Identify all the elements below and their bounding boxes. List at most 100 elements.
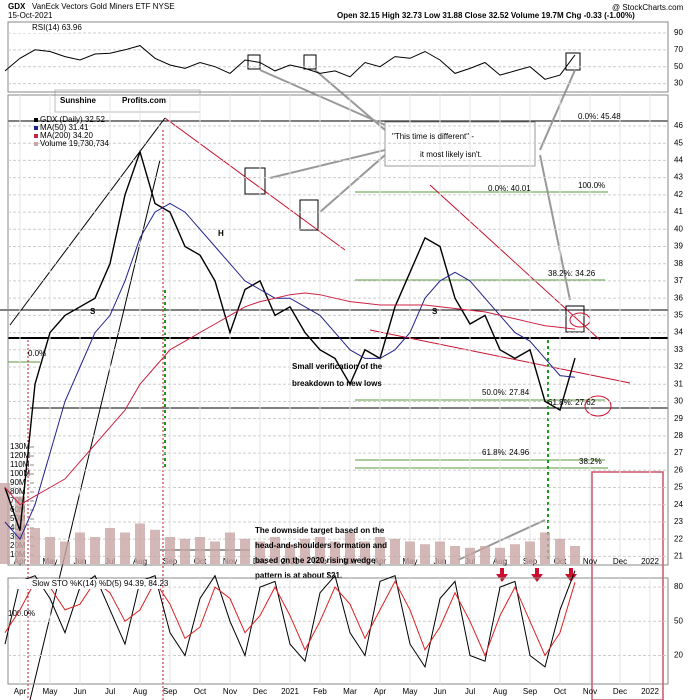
volume-bar	[345, 532, 355, 564]
volume-bar	[270, 537, 280, 564]
highlight-box	[303, 54, 317, 70]
annotation: 0.0%: 40.01	[488, 184, 531, 193]
y-tick-label: 50	[674, 62, 683, 71]
x-tick-label: Oct	[554, 687, 567, 696]
annotation: 100.0%	[578, 181, 605, 190]
y-tick-label: 31	[674, 379, 683, 388]
y-tick-label: 70	[674, 45, 683, 54]
x-tick-label: Apr	[14, 687, 27, 696]
callout-box	[384, 121, 536, 167]
legend-swatch	[34, 142, 38, 146]
x-tick-label: Jul	[105, 687, 115, 696]
y-tick-label: 27	[674, 448, 683, 457]
legend-swatch	[34, 126, 38, 130]
annotation: 38.2%: 34.26	[548, 269, 596, 278]
y-tick-label: 28	[674, 431, 683, 440]
y-tick-label: 44	[674, 156, 683, 165]
y-tick-label: 30	[674, 79, 683, 88]
annotation: 0.0%	[28, 349, 46, 358]
y-tick-label: 26	[674, 465, 683, 474]
volume-bar	[570, 546, 580, 564]
x-tick-label: 2021	[281, 687, 299, 696]
x-tick-label: Jul	[465, 687, 475, 696]
annotation: Profits.com	[122, 96, 166, 105]
series-line	[4, 45, 576, 80]
x-tick-label: Mar	[343, 687, 357, 696]
highlight-box	[565, 305, 585, 333]
legend-swatch	[34, 134, 38, 138]
annotation: 100.0%	[8, 609, 35, 618]
y-tick-label: 42	[674, 190, 683, 199]
y-tick-label: 40	[674, 224, 683, 233]
annotation: "This time is different" -	[392, 132, 474, 141]
y-tick-label: 35	[674, 310, 683, 319]
volume-bar	[540, 532, 550, 564]
x-tick-label: Sep	[523, 687, 538, 696]
volume-bar	[375, 537, 385, 564]
y2-tick-label: 80M	[10, 487, 26, 496]
x-tick-label: 2022	[641, 557, 659, 566]
x-tick-label: Feb	[313, 687, 327, 696]
highlight-circle	[584, 395, 612, 417]
date: 15-Oct-2021	[8, 11, 53, 20]
x-tick-label: Aug	[133, 687, 147, 696]
annotation: breakdown to new lows	[292, 379, 382, 388]
volume-bar	[285, 544, 295, 564]
volume-bar	[135, 523, 145, 564]
volume-bar	[525, 541, 535, 564]
volume-bar	[480, 546, 490, 564]
volume-bar	[105, 528, 115, 564]
series-line	[4, 292, 576, 506]
x-tick-label: Dec	[613, 687, 627, 696]
source: @ StockCharts.com	[612, 3, 684, 12]
y-tick-label: 22	[674, 534, 683, 543]
annotation: S	[90, 307, 96, 316]
x-tick-label: Jun	[434, 687, 447, 696]
x-tick-label: Aug	[493, 687, 507, 696]
y2-tick-label: 90M	[10, 478, 26, 487]
volume-bar	[195, 537, 205, 564]
volume-bar	[420, 544, 430, 564]
y-tick-label: 24	[674, 500, 683, 509]
symbol: GDX	[8, 2, 26, 11]
volume-bar	[120, 532, 130, 564]
volume-bar	[405, 541, 415, 564]
highlight-box	[565, 52, 581, 71]
x-tick-label: May	[402, 687, 417, 696]
annotation: head-and-shoulders formation and	[255, 541, 387, 550]
panel-title: Slow STO %K(14) %D(5) 94.39, 84.23	[32, 579, 169, 588]
y-tick-label: 43	[674, 173, 683, 182]
legend-label: GDX (Daily) 32.52	[40, 115, 105, 124]
panel-title: RSI(14) 63.96	[32, 23, 82, 32]
x-tick-label: Dec	[613, 557, 627, 566]
volume-bar	[45, 537, 55, 564]
annotation: 50.0%: 27.84	[482, 388, 530, 397]
volume-bar	[255, 541, 265, 564]
y-tick-label: 50	[674, 616, 683, 625]
volume-bar	[315, 537, 325, 564]
annotation: H	[218, 229, 224, 238]
wedge-line	[29, 159, 161, 700]
annotation: S	[432, 307, 438, 316]
annotation: 38.2%	[579, 457, 602, 466]
volume-bar	[30, 528, 40, 564]
annotation: 61.8%: 24.96	[482, 448, 530, 457]
volume-bar	[240, 538, 250, 564]
target-zone	[591, 471, 664, 700]
y2-tick-label: 130M	[10, 442, 30, 451]
x-tick-label: Oct	[194, 687, 207, 696]
title-bg	[10, 579, 160, 589]
volume-bar	[390, 538, 400, 564]
highlight-box	[244, 167, 266, 195]
annotation: 61.8%: 27.62	[548, 398, 596, 407]
annotation: based on the 2020 rising wedge	[255, 556, 376, 565]
legend-label: MA(200) 34.20	[40, 131, 93, 140]
trend-line	[429, 184, 601, 341]
annotation: pattern is at about $21.	[255, 571, 342, 580]
y-tick-label: 37	[674, 276, 683, 285]
y-tick-label: 30	[674, 397, 683, 406]
trend-line	[164, 117, 346, 251]
volume-bar	[60, 541, 70, 564]
x-tick-label: Dec	[253, 687, 267, 696]
